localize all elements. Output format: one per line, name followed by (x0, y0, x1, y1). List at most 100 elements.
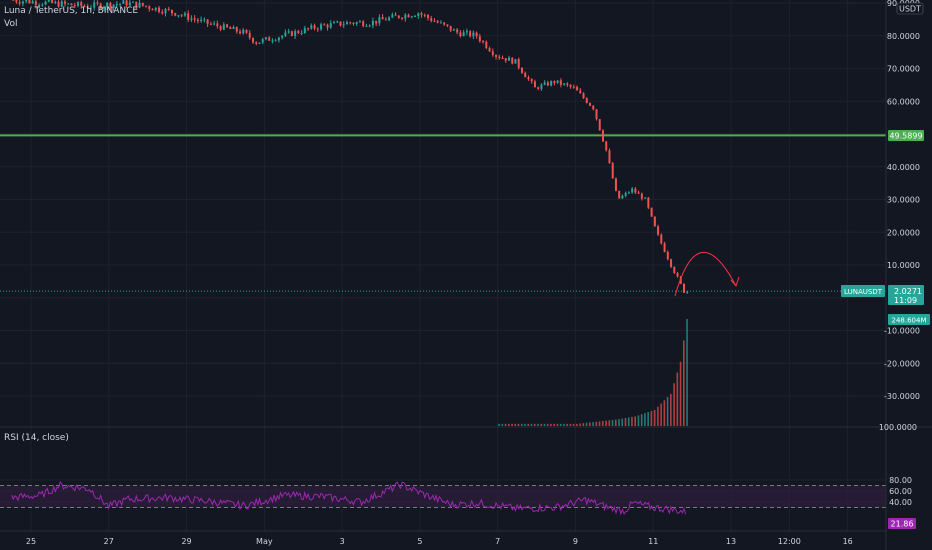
candle[interactable] (426, 14, 429, 21)
candle[interactable] (556, 80, 559, 84)
candle[interactable] (70, 3, 73, 6)
candle[interactable] (248, 30, 251, 40)
candle[interactable] (595, 109, 598, 121)
candle[interactable] (601, 129, 604, 142)
candle[interactable] (417, 12, 420, 19)
candle[interactable] (618, 190, 621, 199)
candle[interactable] (122, 0, 125, 4)
candle[interactable] (99, 2, 102, 10)
candle[interactable] (563, 83, 566, 86)
candle[interactable] (423, 13, 426, 18)
candle[interactable] (41, 3, 44, 7)
candle[interactable] (31, 0, 34, 4)
candle[interactable] (634, 186, 637, 194)
candle[interactable] (498, 54, 501, 60)
candle[interactable] (303, 25, 306, 34)
candle[interactable] (141, 2, 144, 7)
candle[interactable] (161, 9, 164, 15)
candle[interactable] (128, 0, 131, 7)
candle[interactable] (585, 97, 588, 104)
candle[interactable] (566, 82, 569, 88)
candle[interactable] (242, 27, 245, 35)
candle[interactable] (381, 14, 384, 20)
candle[interactable] (138, 0, 141, 9)
candle[interactable] (145, 5, 148, 8)
drawn-arrow-annotation[interactable] (674, 252, 740, 297)
candle[interactable] (206, 19, 209, 28)
candle[interactable] (106, 2, 109, 11)
candle[interactable] (627, 191, 630, 195)
candle[interactable] (102, 5, 105, 11)
candle[interactable] (86, 3, 89, 9)
candle[interactable] (368, 24, 371, 28)
candle[interactable] (582, 92, 585, 100)
candle[interactable] (657, 224, 660, 237)
candle[interactable] (54, 0, 57, 5)
candle[interactable] (277, 36, 280, 43)
candle[interactable] (462, 29, 465, 37)
candle[interactable] (394, 12, 397, 16)
candle[interactable] (543, 80, 546, 86)
candle[interactable] (404, 12, 407, 22)
candle[interactable] (660, 233, 663, 245)
candle[interactable] (365, 23, 368, 27)
candle[interactable] (614, 177, 617, 192)
candle[interactable] (355, 21, 358, 26)
candle[interactable] (663, 241, 666, 253)
candle[interactable] (284, 29, 287, 38)
candle[interactable] (576, 85, 579, 91)
candle[interactable] (592, 105, 595, 111)
candle[interactable] (508, 55, 511, 61)
candle[interactable] (251, 37, 254, 44)
candle[interactable] (605, 141, 608, 152)
candle[interactable] (196, 17, 199, 24)
candle[interactable] (511, 57, 514, 65)
candle[interactable] (611, 161, 614, 179)
candle[interactable] (676, 271, 679, 278)
candle[interactable] (443, 22, 446, 26)
candle[interactable] (420, 11, 423, 18)
candle[interactable] (170, 9, 173, 17)
candle[interactable] (371, 17, 374, 29)
arrow-curve[interactable] (674, 252, 737, 297)
candle[interactable] (530, 78, 533, 84)
candle[interactable] (112, 4, 115, 12)
candle[interactable] (15, 0, 18, 4)
candle[interactable] (482, 40, 485, 44)
candle[interactable] (258, 42, 261, 45)
candle[interactable] (93, 0, 96, 11)
candle[interactable] (18, 0, 21, 6)
candle[interactable] (235, 26, 238, 34)
candle[interactable] (352, 22, 355, 26)
candle[interactable] (313, 23, 316, 31)
candle[interactable] (329, 20, 332, 30)
candle[interactable] (307, 27, 310, 31)
candle[interactable] (44, 0, 47, 6)
candle[interactable] (550, 80, 553, 87)
candle[interactable] (439, 20, 442, 24)
candle[interactable] (209, 21, 212, 26)
candle[interactable] (268, 36, 271, 41)
candle[interactable] (452, 28, 455, 31)
candle[interactable] (666, 250, 669, 261)
candle[interactable] (290, 30, 293, 37)
candlestick-series[interactable] (12, 0, 689, 294)
candle[interactable] (345, 20, 348, 25)
candle[interactable] (12, 0, 15, 1)
candle[interactable] (316, 27, 319, 32)
candle[interactable] (495, 54, 498, 60)
candle[interactable] (200, 16, 203, 23)
candle[interactable] (478, 33, 481, 43)
candle[interactable] (255, 41, 258, 46)
candle[interactable] (232, 25, 235, 30)
candle[interactable] (261, 37, 264, 45)
candle[interactable] (229, 26, 232, 30)
candle[interactable] (47, 0, 50, 3)
candle[interactable] (488, 46, 491, 53)
candle[interactable] (640, 192, 643, 201)
candle[interactable] (637, 190, 640, 194)
currency-badge[interactable] (896, 2, 924, 15)
candle[interactable] (96, 0, 99, 6)
candle[interactable] (89, 4, 92, 12)
candle[interactable] (80, 0, 83, 9)
